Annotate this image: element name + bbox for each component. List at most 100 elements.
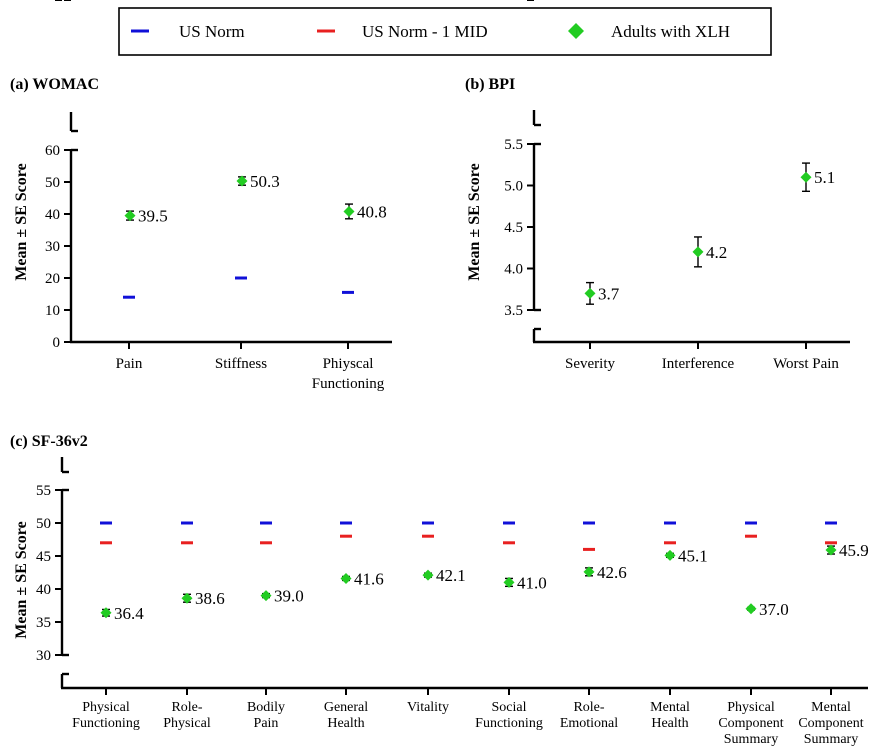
panel-bpi: (b) BPI Mean ± SE Score 0.0 3.5 4.0 4.5 5.0 5.5… bbox=[465, 0, 850, 372]
data-point: 50.3 bbox=[236, 172, 280, 191]
data-label: 39.5 bbox=[138, 207, 168, 226]
y-tick-label: 50 bbox=[45, 175, 60, 191]
x-tick-label: Health bbox=[327, 716, 364, 731]
x-tick-label: Component bbox=[718, 716, 783, 731]
x-tick-label: Functioning bbox=[72, 716, 140, 731]
xlh-marker bbox=[503, 576, 515, 588]
data-label: 36.4 bbox=[114, 604, 144, 623]
y-tick-label: 50 bbox=[36, 516, 51, 532]
x-tick-label: Role- bbox=[573, 700, 604, 715]
y-tick-label: 55 bbox=[36, 483, 51, 499]
data-point: 38.6 bbox=[181, 589, 225, 608]
xlh-marker bbox=[340, 572, 352, 584]
x-tick-label: Mental bbox=[811, 700, 851, 715]
data-label: 45.1 bbox=[678, 546, 708, 565]
legend-item: Adults with XLH bbox=[568, 22, 730, 41]
panel-sf36: (c) SF-36v2 Mean ± SE Score 0 30 35 40 45 50 55 1… bbox=[10, 0, 869, 747]
x-tick-label: Physical bbox=[82, 700, 130, 715]
data-point: 5.1 bbox=[800, 162, 835, 193]
data-point: 41.0 bbox=[503, 573, 547, 592]
x-tick-label: Physical bbox=[163, 716, 211, 731]
xlh-marker bbox=[800, 171, 812, 183]
data-point: 3.7 bbox=[584, 281, 620, 305]
data-point: 4.2 bbox=[692, 236, 727, 268]
x-tick-label: Severity bbox=[565, 356, 615, 372]
data-label: 41.6 bbox=[354, 569, 384, 588]
data-label: 39.0 bbox=[274, 587, 304, 606]
y-tick-label: 40 bbox=[36, 582, 51, 598]
data-point: 45.1 bbox=[664, 546, 708, 565]
x-tick-label: Mental bbox=[650, 700, 690, 715]
xlh-marker bbox=[583, 566, 595, 578]
data-point: 40.8 bbox=[343, 202, 387, 221]
x-tick-label: Worst Pain bbox=[773, 356, 839, 372]
data-label: 41.0 bbox=[517, 573, 547, 592]
data-label: 42.1 bbox=[436, 566, 466, 585]
y-tick-label: 0.0 bbox=[504, 0, 523, 4]
y-tick-label: 30 bbox=[45, 239, 60, 255]
data-point: 37.0 bbox=[745, 600, 789, 619]
x-tick-label: Pain bbox=[254, 716, 279, 731]
data-label: 38.6 bbox=[195, 589, 225, 608]
x-tick-label: Summary bbox=[724, 732, 778, 747]
data-point: 39.5 bbox=[124, 207, 168, 226]
xlh-marker bbox=[236, 175, 248, 187]
data-point: 41.6 bbox=[340, 569, 384, 588]
x-tick-label: Interference bbox=[662, 356, 735, 372]
y-tick-label: 0 bbox=[44, 0, 52, 4]
y-tick-label: 100 bbox=[38, 0, 61, 4]
legend: US Norm US Norm - 1 MID Adults with XLH bbox=[118, 7, 772, 56]
data-label: 3.7 bbox=[598, 284, 620, 303]
data-point: 36.4 bbox=[100, 604, 144, 623]
x-tick-label: Component bbox=[798, 716, 863, 731]
x-tick-label: Summary bbox=[804, 732, 858, 747]
y-tick-label: 3.5 bbox=[504, 303, 523, 319]
data-point: 42.6 bbox=[583, 563, 627, 582]
data-point: 42.1 bbox=[422, 566, 466, 585]
legend-box bbox=[118, 7, 772, 56]
xlh-marker bbox=[664, 549, 676, 561]
xlh-marker bbox=[100, 607, 112, 619]
y-tick-label: 35 bbox=[36, 615, 51, 631]
panel-title: (c) SF-36v2 bbox=[10, 433, 88, 450]
xlh-marker bbox=[825, 544, 837, 556]
y-tick-label: 40 bbox=[45, 207, 60, 223]
data-label: 40.8 bbox=[357, 202, 387, 221]
x-tick-label: Social bbox=[492, 700, 527, 715]
y-tick-label: 30 bbox=[36, 648, 51, 664]
y-axis-label: Mean ± SE Score bbox=[13, 163, 30, 280]
legend-marker bbox=[568, 23, 584, 39]
x-tick-label: Role- bbox=[171, 700, 202, 715]
y-axis-label: Mean ± SE Score bbox=[466, 163, 483, 280]
x-tick-label: Vitality bbox=[407, 700, 449, 715]
legend-item: US Norm - 1 MID bbox=[317, 22, 488, 41]
y-tick-label: 4.0 bbox=[504, 262, 523, 278]
y-tick-label: 10 bbox=[45, 303, 60, 319]
x-tick-label: Pain bbox=[116, 356, 143, 372]
panel-title: (a) WOMAC bbox=[10, 76, 99, 93]
data-point: 39.0 bbox=[260, 587, 304, 606]
y-tick-label: 60 bbox=[45, 143, 60, 159]
y-tick-label: 10.0 bbox=[497, 0, 523, 4]
y-tick-label: 5.5 bbox=[504, 137, 523, 153]
x-tick-label: Emotional bbox=[560, 716, 618, 731]
y-axis-label: Mean ± SE Score bbox=[13, 521, 30, 638]
data-label: 4.2 bbox=[706, 243, 727, 262]
x-tick-label: Health bbox=[651, 716, 688, 731]
y-tick-label: 4.5 bbox=[504, 220, 523, 236]
legend-label: Adults with XLH bbox=[611, 22, 730, 41]
data-point: 45.9 bbox=[825, 541, 869, 560]
x-tick-label: Functioning bbox=[312, 376, 385, 392]
legend-label: US Norm bbox=[179, 22, 245, 41]
xlh-marker bbox=[692, 246, 704, 258]
data-label: 45.9 bbox=[839, 541, 869, 560]
panel-title: (b) BPI bbox=[465, 76, 515, 93]
y-tick-label: 45 bbox=[36, 549, 51, 565]
x-tick-label: Physical bbox=[727, 700, 775, 715]
legend-label: US Norm - 1 MID bbox=[362, 22, 488, 41]
xlh-marker bbox=[260, 590, 272, 602]
y-tick-label: 100 bbox=[29, 0, 52, 4]
y-tick-label: 0 bbox=[53, 335, 61, 351]
xlh-marker bbox=[343, 205, 355, 217]
